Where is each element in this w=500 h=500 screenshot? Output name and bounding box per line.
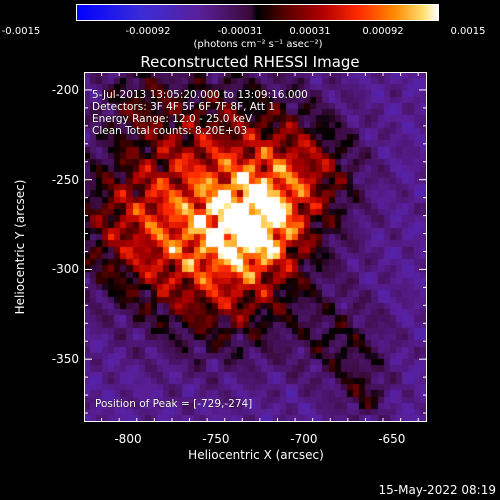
y-axis-label: Heliocentric Y (arcsec) xyxy=(13,179,27,315)
plot-axes xyxy=(84,72,427,422)
colorbar-tick-label: 0.00031 xyxy=(289,26,331,37)
detectors-label: Detectors: 3F 4F 5F 6F 7F 8F, Att 1 xyxy=(92,101,276,113)
time-range-label: 5-Jul-2013 13:05:20.000 to 13:09:16.000 xyxy=(92,89,308,101)
clean-counts-label: Clean Total counts: 8.20E+03 xyxy=(92,125,248,137)
colorbar-unit-label: (photons cm⁻² s⁻¹ asec⁻²) xyxy=(193,39,323,50)
plot-area: 5-Jul-2013 13:05:20.000 to 13:09:16.000 … xyxy=(84,72,427,422)
y-tick-label: -200 xyxy=(51,82,79,97)
energy-range-label: Energy Range: 12.0 - 25.0 keV xyxy=(92,113,253,125)
colorbar xyxy=(76,4,439,21)
colorbar-tick-label: 0.0015 xyxy=(450,26,486,37)
x-tick-label: -650 xyxy=(378,432,406,446)
x-tick-label: -800 xyxy=(114,432,142,446)
peak-position-label: Position of Peak = [-729,-274] xyxy=(95,398,253,410)
colorbar-tick-label: -0.00092 xyxy=(125,26,171,37)
heatmap-image xyxy=(84,72,427,422)
colorbar-tick-label: -0.00031 xyxy=(217,26,263,37)
colorbar-tick-label: -0.0015 xyxy=(1,26,41,37)
x-tick-label: -750 xyxy=(202,432,230,446)
render-timestamp: 15-May-2022 08:19 xyxy=(378,483,496,497)
colorbar-tick-label: 0.00092 xyxy=(362,26,404,37)
x-tick-label: -700 xyxy=(290,432,318,446)
y-tick-label: -350 xyxy=(51,352,79,367)
chart-title: Reconstructed RHESSI Image xyxy=(140,53,360,71)
plot-frame xyxy=(84,72,427,422)
x-axis-label: Heliocentric X (arcsec) xyxy=(188,448,324,462)
y-tick-label: -250 xyxy=(51,172,79,187)
y-tick-label: -300 xyxy=(51,262,79,277)
